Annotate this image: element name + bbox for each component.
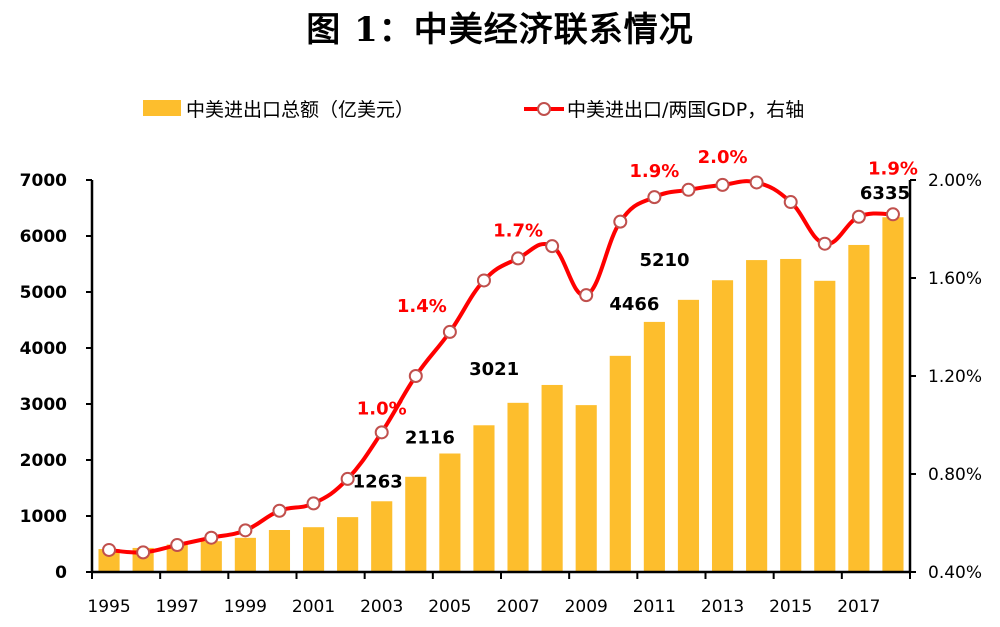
bar-2005 bbox=[439, 453, 461, 572]
x-tick-label: 1999 bbox=[224, 597, 267, 617]
x-tick-label: 2017 bbox=[837, 597, 880, 617]
left-tick-label: 0 bbox=[55, 563, 67, 583]
line-marker-2003 bbox=[374, 425, 389, 440]
line-data-label: 1.9% bbox=[868, 158, 918, 179]
line-marker-2007 bbox=[511, 251, 526, 266]
bar-2015 bbox=[780, 258, 802, 572]
line-marker-2015 bbox=[783, 195, 798, 210]
line-data-label: 2.0% bbox=[698, 147, 748, 168]
x-tick-label: 2009 bbox=[565, 597, 608, 617]
x-tick-label: 2007 bbox=[496, 597, 539, 617]
x-tick-label: 2013 bbox=[701, 597, 744, 617]
line-marker-2001 bbox=[306, 496, 321, 511]
line-marker-1995 bbox=[102, 542, 117, 557]
left-tick-label: 7000 bbox=[20, 171, 67, 191]
x-tick-label: 2001 bbox=[292, 597, 335, 617]
bar-2003 bbox=[371, 501, 393, 572]
bar-2000 bbox=[268, 530, 291, 572]
bar-2017 bbox=[848, 244, 870, 572]
bar-2016 bbox=[814, 280, 836, 572]
legend-bar-swatch bbox=[143, 100, 181, 116]
line-data-label: 1.4% bbox=[397, 296, 447, 317]
line-marker-2005 bbox=[442, 324, 457, 339]
line-marker-2018 bbox=[885, 207, 900, 222]
left-tick-label: 4000 bbox=[20, 339, 67, 359]
left-tick-label: 3000 bbox=[20, 395, 67, 415]
left-tick-label: 5000 bbox=[20, 283, 67, 303]
x-tick-label: 1995 bbox=[87, 597, 130, 617]
line-marker-2014 bbox=[749, 175, 764, 190]
line-marker-2016 bbox=[817, 236, 832, 251]
line-marker-1997 bbox=[170, 538, 185, 553]
x-tick-label: 2011 bbox=[633, 597, 676, 617]
bar-2007 bbox=[507, 402, 529, 572]
axes: 0 1000 2000 3000 4000 5000 6000 7000 0.40% 0.80% 1… bbox=[20, 171, 982, 617]
bar-1998 bbox=[200, 541, 222, 572]
bar-2001 bbox=[302, 527, 325, 572]
bar-2014 bbox=[746, 260, 768, 572]
bar-2006 bbox=[473, 425, 495, 572]
legend-bar-label: 中美进出口总额（亿美元） bbox=[186, 99, 414, 121]
bar-2008 bbox=[541, 384, 563, 572]
bar-data-label: 6335 bbox=[860, 183, 910, 204]
line-marker-2010 bbox=[613, 214, 628, 229]
bar-1995 bbox=[98, 549, 120, 572]
line-marker-1999 bbox=[238, 523, 253, 538]
bar-data-label: 5210 bbox=[639, 250, 689, 271]
bar-2004 bbox=[405, 476, 427, 572]
line-marker-2017 bbox=[851, 209, 866, 224]
line-marker-2009 bbox=[579, 288, 594, 303]
line-marker-2013 bbox=[715, 177, 730, 192]
x-tick-label: 2003 bbox=[360, 597, 403, 617]
legend-line-marker bbox=[537, 102, 551, 116]
bar-2011 bbox=[643, 321, 665, 572]
line-series bbox=[102, 175, 900, 560]
bar-series bbox=[98, 217, 904, 573]
line-data-label: 1.7% bbox=[493, 220, 543, 241]
bar-data-label: 2116 bbox=[405, 428, 455, 449]
right-tick-label: 0.80% bbox=[928, 465, 982, 485]
legend-line-label: 中美进出口/两国GDP，右轴 bbox=[567, 99, 804, 121]
x-tick-label: 1997 bbox=[156, 597, 199, 617]
line-marker-1998 bbox=[204, 530, 219, 545]
left-tick-label: 2000 bbox=[20, 451, 67, 471]
bar-2013 bbox=[711, 280, 734, 572]
right-tick-label: 0.40% bbox=[928, 563, 982, 583]
line-marker-2012 bbox=[681, 182, 696, 197]
line-marker-2008 bbox=[545, 239, 560, 254]
line-marker-2000 bbox=[272, 503, 287, 518]
bar-data-label: 4466 bbox=[609, 294, 659, 315]
line-marker-2004 bbox=[408, 369, 423, 383]
line-marker-2011 bbox=[647, 190, 662, 205]
x-tick-label: 2005 bbox=[428, 597, 471, 617]
left-tick-label: 6000 bbox=[20, 227, 67, 247]
bar-1999 bbox=[234, 537, 256, 572]
bar-2002 bbox=[337, 517, 359, 572]
line-marker-1996 bbox=[136, 545, 151, 560]
bar-1997 bbox=[166, 544, 188, 572]
right-tick-label: 2.00% bbox=[928, 171, 982, 191]
left-tick-label: 1000 bbox=[20, 507, 67, 527]
bar-2018 bbox=[882, 217, 904, 573]
right-tick-label: 1.20% bbox=[928, 367, 982, 387]
right-tick-label: 1.60% bbox=[928, 269, 982, 289]
bar-data-label: 1263 bbox=[353, 471, 403, 492]
line-data-label: 1.9% bbox=[629, 161, 679, 182]
bar-2012 bbox=[677, 299, 700, 572]
x-tick-label: 2015 bbox=[769, 597, 812, 617]
line-marker-2002 bbox=[340, 471, 355, 486]
line-data-label: 1.0% bbox=[357, 398, 407, 419]
data-labels: 1263 2116 3021 4466 5210 6335 1.0% 1.4% 1.7% 1.9%… bbox=[353, 147, 918, 492]
legend: 中美进出口总额（亿美元） 中美进出口/两国GDP，右轴 bbox=[143, 99, 804, 121]
bar-data-label: 3021 bbox=[469, 359, 519, 380]
line-marker-2006 bbox=[476, 273, 491, 288]
chart-title: 图 1：中美经济联系情况 bbox=[306, 10, 694, 50]
bar-2010 bbox=[609, 355, 631, 572]
bar-2009 bbox=[575, 405, 597, 572]
